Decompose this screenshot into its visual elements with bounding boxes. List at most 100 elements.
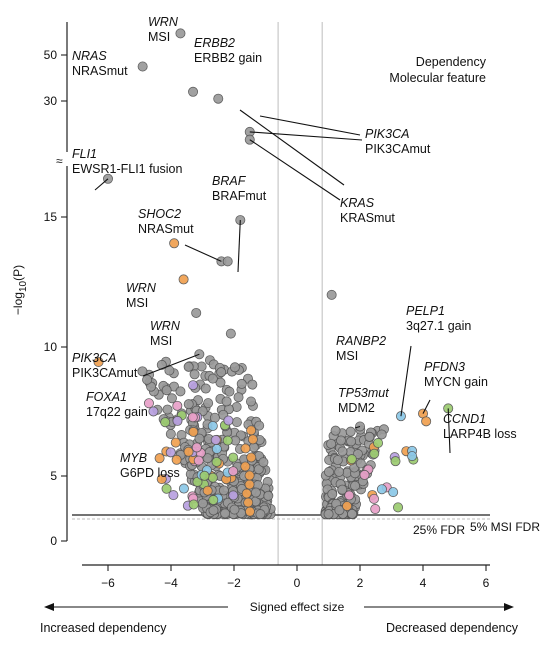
data-point	[178, 483, 189, 494]
data-point	[207, 373, 218, 384]
data-point	[183, 361, 194, 372]
data-point	[220, 508, 231, 519]
data-point	[228, 466, 239, 477]
data-point	[221, 396, 232, 407]
data-point	[224, 386, 235, 397]
data-point	[330, 425, 341, 436]
data-point	[346, 454, 357, 465]
right-arrow-head	[504, 603, 514, 611]
y-tick-label: 10	[44, 340, 58, 354]
data-points	[93, 28, 454, 520]
highlighted-point	[137, 61, 148, 72]
decreased-dependency-label: Decreased dependency	[386, 621, 519, 635]
data-point	[393, 502, 404, 513]
guide-lines: 5% MSI FDR 25% FDR	[72, 22, 540, 565]
leader-line	[237, 220, 241, 273]
annotation-feature: MSI	[150, 334, 172, 348]
leader-line	[400, 345, 412, 417]
leader-line	[94, 178, 109, 191]
annotation-dependency: WRN	[148, 15, 179, 29]
data-point	[165, 429, 176, 440]
data-point	[368, 493, 379, 504]
annotation-dependency: WRN	[150, 319, 181, 333]
leader-line	[259, 115, 361, 136]
data-point	[193, 455, 204, 466]
highlighted-point	[225, 328, 236, 339]
data-point	[231, 417, 242, 428]
data-point	[346, 436, 357, 447]
data-point	[228, 490, 239, 501]
data-point	[188, 426, 199, 437]
data-point	[258, 457, 269, 468]
leader-line	[249, 139, 341, 201]
highlighted-point	[188, 380, 199, 391]
data-point	[247, 434, 258, 445]
data-point	[209, 412, 220, 423]
annotation-dependency: PFDN3	[424, 360, 465, 374]
highlighted-point	[222, 256, 233, 267]
x-tick-label: 0	[294, 576, 301, 590]
x-tick-label: −2	[227, 576, 241, 590]
annotation-feature: EWSR1-FLI1 fusion	[72, 162, 183, 176]
annotation-feature: PIK3CAmut	[365, 142, 431, 156]
y-tick-label: 30	[44, 94, 58, 108]
data-point	[229, 504, 240, 515]
data-point	[254, 420, 265, 431]
annotation-dependency: PELP1	[406, 304, 445, 318]
annotation-feature: MSI	[126, 296, 148, 310]
annotation-feature: MDM2	[338, 401, 375, 415]
annotation-dependency: BRAF	[212, 174, 247, 188]
data-point	[376, 429, 387, 440]
data-point	[172, 415, 183, 426]
leader-line	[239, 109, 345, 186]
data-point	[240, 443, 251, 454]
data-point	[160, 417, 171, 428]
data-point	[189, 369, 200, 380]
annotation-feature: NRASmut	[138, 222, 194, 236]
data-point	[175, 386, 186, 397]
annotation-feature: G6PD loss	[120, 466, 180, 480]
annotation-dependency: PIK3CA	[365, 127, 409, 141]
highlighted-point	[172, 400, 183, 411]
data-point	[137, 366, 148, 377]
data-point	[390, 456, 401, 467]
data-point	[388, 487, 399, 498]
data-point	[246, 452, 257, 463]
data-point	[332, 455, 343, 466]
highlighted-point	[364, 431, 375, 442]
data-point	[208, 495, 219, 506]
data-point	[171, 454, 182, 465]
data-point	[208, 505, 219, 516]
annotation-dependency: SHOC2	[138, 207, 181, 221]
data-point	[359, 469, 370, 480]
data-point	[207, 420, 218, 431]
legend-dependency: Dependency	[416, 55, 487, 69]
axis-break-mark: ≈	[56, 154, 63, 168]
data-point	[250, 487, 261, 498]
data-point	[161, 385, 172, 396]
y-tick-label: 5	[50, 469, 57, 483]
annotation-dependency: FOXA1	[86, 390, 127, 404]
axis-break-gap	[60, 152, 76, 166]
data-point	[210, 435, 221, 446]
annotation-feature: 3q27.1 gain	[406, 319, 471, 333]
data-point	[334, 505, 345, 516]
data-point	[323, 509, 334, 520]
data-point	[211, 456, 222, 467]
data-point	[246, 425, 257, 436]
data-point	[183, 446, 194, 457]
highlighted-point	[244, 134, 255, 145]
data-point	[334, 466, 345, 477]
data-point	[335, 435, 346, 446]
data-point	[170, 437, 181, 448]
annotation-dependency: PIK3CA	[72, 351, 116, 365]
